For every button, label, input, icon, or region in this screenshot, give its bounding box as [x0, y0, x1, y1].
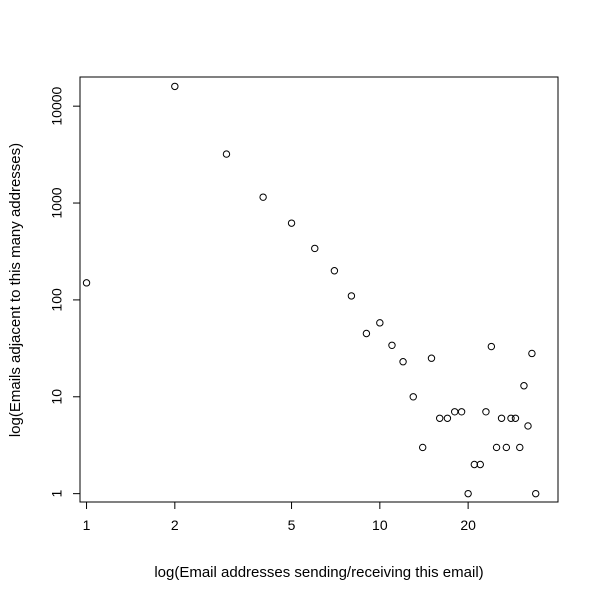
data-point [259, 193, 267, 201]
data-point [532, 489, 540, 498]
data-point [376, 319, 384, 327]
data-point [418, 443, 427, 452]
data-point [82, 279, 91, 287]
data-point [427, 354, 436, 362]
x-axis: 1 2 5 10 20 [83, 502, 476, 533]
data-point [362, 329, 371, 338]
data-point [287, 219, 296, 227]
y-tick-label: 10000 [49, 86, 65, 125]
y-tick-label: 1000 [49, 187, 65, 218]
data-point [516, 443, 524, 452]
x-tick-label: 20 [460, 517, 476, 533]
y-axis: 1 10 100 1000 10000 [49, 86, 80, 498]
x-tick-label: 10 [372, 517, 388, 533]
y-tick-label: 100 [49, 288, 65, 312]
data-points [82, 82, 540, 498]
data-point [476, 460, 484, 469]
data-point [502, 443, 511, 452]
data-point [443, 414, 452, 422]
data-point [311, 244, 319, 253]
data-point [330, 267, 339, 275]
data-point [511, 414, 520, 422]
data-point [497, 414, 506, 422]
data-point [520, 382, 528, 390]
data-point [507, 414, 515, 422]
data-point [171, 82, 179, 91]
data-point [451, 408, 459, 416]
data-point [436, 414, 444, 422]
y-tick-label: 10 [49, 389, 65, 405]
data-point [399, 358, 407, 366]
x-tick-label: 2 [171, 517, 179, 533]
data-point [524, 422, 532, 430]
data-point [347, 292, 356, 300]
x-axis-title: log(Email addresses sending/receiving th… [154, 564, 483, 581]
data-point [492, 443, 501, 452]
x-tick-label: 1 [83, 517, 91, 533]
plot-frame [79, 76, 559, 503]
data-point [487, 342, 496, 351]
data-point [482, 408, 490, 416]
y-axis-title: log(Emails adjacent to this many address… [7, 143, 24, 437]
data-point [409, 393, 417, 401]
x-tick-label: 5 [288, 517, 296, 533]
data-point [222, 150, 231, 158]
data-point [457, 408, 466, 416]
y-tick-label: 1 [49, 490, 65, 498]
data-point [464, 489, 472, 498]
data-point [528, 349, 536, 358]
data-point [388, 341, 396, 349]
